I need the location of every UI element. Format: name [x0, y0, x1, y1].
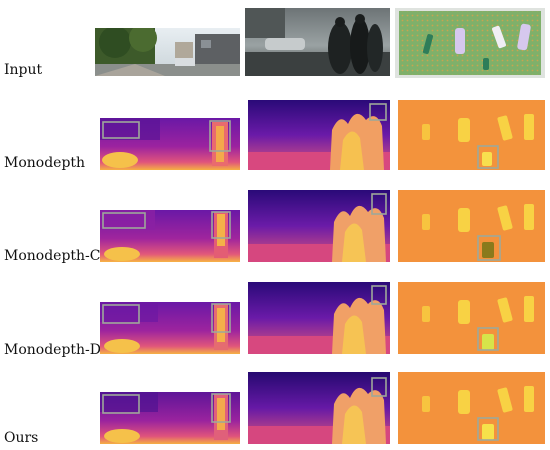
input-battery-board-image [395, 8, 545, 78]
monodepth-d-pedestrian-depth [248, 282, 390, 354]
monodepth-pedestrian-depth [248, 100, 390, 170]
row-label-input: Input [4, 62, 43, 78]
monodepth-d-battery-depth [398, 282, 545, 354]
monodepth-c-street-depth [100, 210, 240, 262]
monodepth-c-pedestrian-depth [248, 190, 390, 262]
monodepth-battery-depth [398, 100, 545, 170]
monodepth-d-street-depth [100, 302, 240, 354]
ours-street-depth [100, 392, 240, 444]
row-label-monodepth-d: Monodepth-D [4, 342, 102, 358]
row-label-monodepth: Monodepth [4, 155, 86, 171]
monodepth-c-battery-depth [398, 190, 545, 262]
ours-battery-depth [398, 372, 545, 444]
row-label-monodepth-c: Monodepth-C [4, 248, 101, 264]
input-pedestrian-image [245, 8, 390, 76]
monodepth-street-depth [100, 118, 240, 170]
input-street-image [95, 28, 240, 76]
ours-pedestrian-depth [248, 372, 390, 444]
row-label-ours: Ours [4, 430, 39, 446]
